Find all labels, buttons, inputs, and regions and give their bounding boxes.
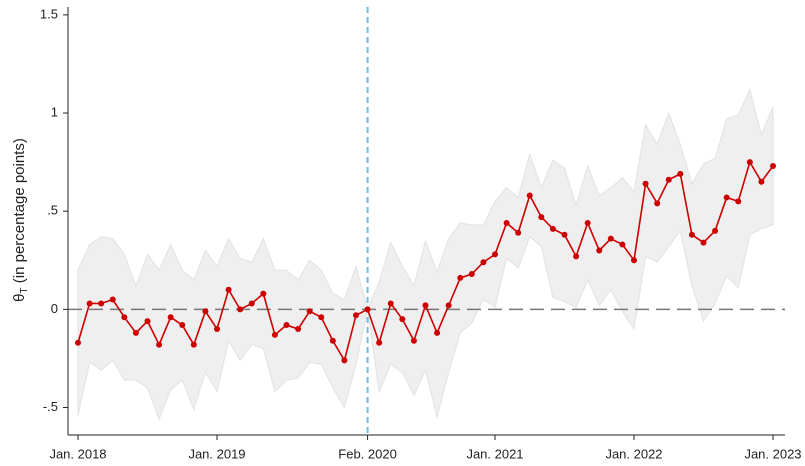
point bbox=[422, 302, 429, 309]
y-label-symbol: θ bbox=[11, 294, 28, 302]
y-tick-label: 1 bbox=[51, 104, 58, 119]
confidence-band bbox=[77, 87, 774, 421]
point bbox=[144, 318, 151, 325]
x-tick-label: Jan. 2021 bbox=[466, 446, 523, 461]
point bbox=[364, 306, 371, 313]
point bbox=[271, 331, 278, 338]
point bbox=[283, 322, 290, 329]
point bbox=[341, 357, 348, 364]
point bbox=[156, 341, 163, 348]
point bbox=[457, 274, 464, 281]
y-tick-label: 1.5 bbox=[40, 6, 58, 21]
point bbox=[190, 341, 197, 348]
point bbox=[214, 325, 220, 332]
point bbox=[723, 194, 730, 201]
y-axis-label: θT (in percentage points) bbox=[11, 138, 30, 302]
point bbox=[503, 219, 510, 226]
point bbox=[607, 235, 614, 242]
point bbox=[712, 227, 719, 234]
point bbox=[179, 322, 186, 329]
point bbox=[295, 325, 302, 332]
point bbox=[746, 159, 753, 166]
point bbox=[75, 339, 81, 346]
point bbox=[434, 329, 441, 336]
point bbox=[665, 176, 672, 183]
point bbox=[86, 300, 93, 307]
point bbox=[225, 286, 232, 293]
x-tick-label: Jan. 2023 bbox=[744, 446, 801, 461]
y-label-text: (in percentage points) bbox=[11, 138, 28, 287]
y-tick-label: 0 bbox=[51, 301, 58, 316]
point bbox=[445, 302, 452, 309]
x-tick-label: Jan. 2022 bbox=[605, 446, 662, 461]
point bbox=[538, 214, 545, 221]
point bbox=[770, 163, 776, 170]
point bbox=[306, 308, 313, 315]
point bbox=[260, 290, 267, 297]
point bbox=[688, 231, 695, 238]
point bbox=[526, 192, 533, 199]
point bbox=[387, 300, 394, 307]
point bbox=[677, 170, 684, 177]
x-tick-label: Jan. 2019 bbox=[188, 446, 245, 461]
point bbox=[329, 337, 336, 344]
point bbox=[132, 329, 139, 336]
point bbox=[167, 314, 174, 321]
point bbox=[596, 247, 603, 254]
point bbox=[353, 312, 359, 319]
point bbox=[492, 251, 498, 258]
point bbox=[700, 239, 707, 246]
x-tick-label: Feb. 2020 bbox=[338, 446, 397, 461]
point bbox=[584, 219, 591, 226]
point bbox=[237, 306, 244, 313]
point bbox=[573, 253, 580, 260]
point bbox=[468, 271, 475, 278]
point bbox=[109, 296, 116, 303]
point bbox=[121, 314, 128, 321]
point bbox=[480, 259, 487, 266]
point bbox=[642, 180, 649, 187]
point bbox=[248, 300, 255, 307]
point bbox=[515, 229, 522, 236]
y-tick-label: .5 bbox=[47, 203, 58, 218]
point bbox=[410, 337, 417, 344]
y-label-subscript: T bbox=[19, 287, 30, 293]
x-tick-label: Jan. 2018 bbox=[49, 446, 106, 461]
point bbox=[654, 200, 661, 207]
point bbox=[98, 300, 105, 307]
point bbox=[549, 225, 556, 232]
point bbox=[202, 308, 209, 315]
point bbox=[561, 231, 568, 238]
point bbox=[631, 257, 637, 264]
point bbox=[318, 314, 325, 321]
point bbox=[735, 198, 742, 205]
point bbox=[376, 339, 383, 346]
y-tick-label: -.5 bbox=[43, 399, 58, 414]
point bbox=[758, 178, 765, 185]
point bbox=[619, 241, 626, 248]
point bbox=[399, 316, 406, 323]
